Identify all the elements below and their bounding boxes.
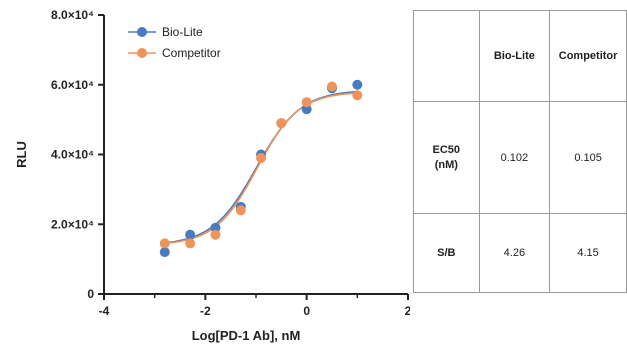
table-row-label: S/B — [413, 213, 480, 293]
data-point-competitor — [352, 90, 363, 101]
data-point-bio-lite — [352, 79, 363, 90]
data-point-bio-lite — [185, 229, 196, 240]
data-point-competitor — [276, 118, 287, 129]
data-point-bio-lite — [301, 104, 312, 115]
table-header-biolite: Bio-Lite — [478, 10, 551, 102]
axes: 0 2.0×10⁴ 4.0×10⁴ 6.0×10⁴ 8.0×10⁴ -4 -2 0 2 Log[P… — [14, 8, 410, 343]
x-tick-label: 0 — [303, 304, 310, 318]
row-label-line1: EC50 — [432, 143, 461, 156]
x-axis-title: Log[PD-1 Ab], nM — [192, 328, 301, 343]
table-cell: 4.26 — [478, 213, 551, 293]
data-point-bio-lite — [159, 247, 170, 258]
y-tick-label: 0 — [87, 287, 94, 301]
y-tick-label: 2.0×10⁴ — [51, 217, 94, 231]
row-label-line2: (nM) — [434, 158, 458, 171]
table-row-label: EC50 (nM) — [413, 101, 480, 214]
data-point-competitor — [185, 238, 196, 249]
table-row: S/B 4.26 4.15 — [413, 213, 627, 293]
data-point-competitor — [256, 152, 267, 163]
y-tick-label: 6.0×10⁴ — [51, 78, 94, 92]
legend-marker-bio-lite — [137, 27, 147, 37]
table-row: EC50 (nM) 0.102 0.105 — [413, 101, 627, 214]
data-point-competitor — [159, 238, 170, 249]
y-tick-label: 8.0×10⁴ — [51, 8, 94, 22]
data-point-competitor — [210, 229, 221, 240]
data-points — [159, 79, 363, 258]
legend-label-competitor: Competitor — [162, 46, 221, 60]
fit-curve-bio-lite — [164, 90, 358, 244]
table-corner-cell — [413, 10, 480, 102]
x-tick-label: -2 — [200, 304, 211, 318]
data-point-competitor — [301, 97, 312, 108]
data-point-competitor — [327, 81, 337, 92]
fit-curve-competitor — [164, 92, 358, 245]
table-header-competitor: Competitor — [549, 10, 627, 102]
y-axis-title: RLU — [14, 141, 29, 168]
legend-label-bio-lite: Bio-Lite — [162, 25, 203, 39]
table-cell: 4.15 — [549, 213, 627, 293]
table-cell: 0.102 — [478, 101, 551, 214]
data-point-competitor — [235, 205, 246, 216]
data-point-bio-lite — [210, 222, 221, 233]
y-tick-label: 4.0×10⁴ — [51, 148, 94, 162]
summary-table: Bio-Lite Competitor EC50 (nM) 0.102 0.10… — [413, 10, 627, 293]
table-cell: 0.105 — [549, 101, 627, 214]
legend: Bio-Lite Competitor — [128, 25, 221, 60]
x-tick-label: -4 — [99, 304, 110, 318]
legend-marker-competitor — [137, 48, 147, 58]
fit-curves — [164, 90, 358, 245]
dose-response-chart: 0 2.0×10⁴ 4.0×10⁴ 6.0×10⁴ 8.0×10⁴ -4 -2 0 2 Log[P… — [14, 8, 410, 343]
x-tick-label: 2 — [405, 304, 410, 318]
row-label-line1: S/B — [437, 246, 456, 259]
table-header-row: Bio-Lite Competitor — [413, 10, 627, 102]
